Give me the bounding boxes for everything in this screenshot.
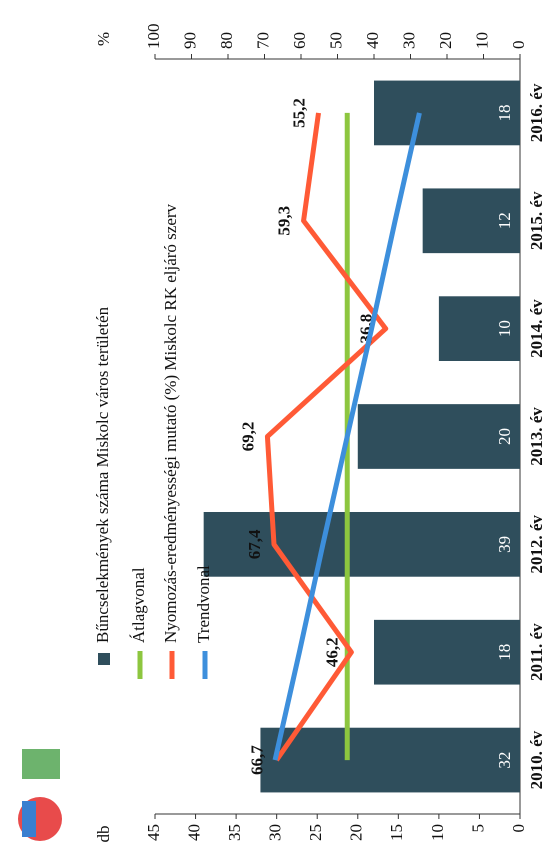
bar xyxy=(374,619,520,685)
y2-tick-label: 70 xyxy=(253,32,272,49)
logo xyxy=(22,749,60,779)
bar-label: 10 xyxy=(495,320,514,337)
data-label: 59,3 xyxy=(274,206,293,236)
legend-marker xyxy=(98,653,110,665)
y-tick-label: 25 xyxy=(306,824,325,841)
rotated-chart: 0 5 10 15 20 25 30 35 40 45 0 10 20 30 40 50 60 70 80 90 100… xyxy=(18,24,546,843)
bar-label: 39 xyxy=(495,536,514,553)
bar xyxy=(374,80,520,146)
data-label: 67,4 xyxy=(245,529,264,559)
y2-tick-label: 80 xyxy=(217,32,236,49)
y2-tick-label: 0 xyxy=(509,41,528,50)
y-tick-label: 40 xyxy=(184,824,203,841)
y-tick-label: 45 xyxy=(144,824,163,841)
data-label: 69,2 xyxy=(238,422,257,452)
bar xyxy=(422,188,520,254)
y2-tick-label: 50 xyxy=(326,32,345,49)
legend-label: Bűncselekmények száma Miskolc város terü… xyxy=(93,306,112,643)
y2-tick-label: 10 xyxy=(472,32,491,49)
bar-label: 12 xyxy=(495,212,514,229)
bar xyxy=(357,404,520,469)
x-tick-label: 2013. év xyxy=(527,407,546,466)
y-axis-title: db xyxy=(94,826,113,843)
y2-tick-label: 40 xyxy=(363,32,382,49)
y-tick-label: 0 xyxy=(509,824,528,833)
bar-label: 20 xyxy=(495,428,514,445)
logo-part xyxy=(22,801,36,837)
y-tick-label: 15 xyxy=(387,824,406,841)
legend-label: Nyomozás-eredményességi mutató (%) Misko… xyxy=(161,203,180,643)
x-tick-label: 2015. év xyxy=(527,191,546,250)
x-tick-label: 2016. év xyxy=(527,83,546,142)
y-tick-label: 5 xyxy=(468,824,487,833)
legend-label: Trendvonal xyxy=(194,565,213,643)
bar xyxy=(438,296,520,361)
x-tick-label: 2010. év xyxy=(527,730,546,789)
bar xyxy=(260,727,520,793)
x-tick-label: 2012. év xyxy=(527,515,546,574)
y-tick-label: 35 xyxy=(225,824,244,841)
y2-tick-label: 90 xyxy=(180,32,199,49)
data-label: 66,7 xyxy=(247,745,266,775)
bar-label: 18 xyxy=(495,644,514,661)
y2-tick-label: 30 xyxy=(399,32,418,49)
y2-tick-label: 20 xyxy=(436,32,455,49)
y2-axis-title: % xyxy=(94,32,113,46)
y-tick-label: 10 xyxy=(428,824,447,841)
line xyxy=(272,112,422,761)
x-tick-label: 2014. év xyxy=(527,299,546,358)
y2-tick-label: 100 xyxy=(144,24,163,50)
line xyxy=(264,112,389,762)
y-tick-label: 30 xyxy=(266,824,285,841)
bar-label: 32 xyxy=(495,752,514,769)
data-label: 55,2 xyxy=(289,98,308,128)
data-label: 46,2 xyxy=(322,637,341,667)
y2-tick-label: 60 xyxy=(290,32,309,49)
bar-label: 18 xyxy=(495,104,514,121)
legend-label: Átlagvonal xyxy=(129,567,148,643)
x-tick-label: 2011. év xyxy=(527,623,546,681)
y-tick-label: 20 xyxy=(347,824,366,841)
